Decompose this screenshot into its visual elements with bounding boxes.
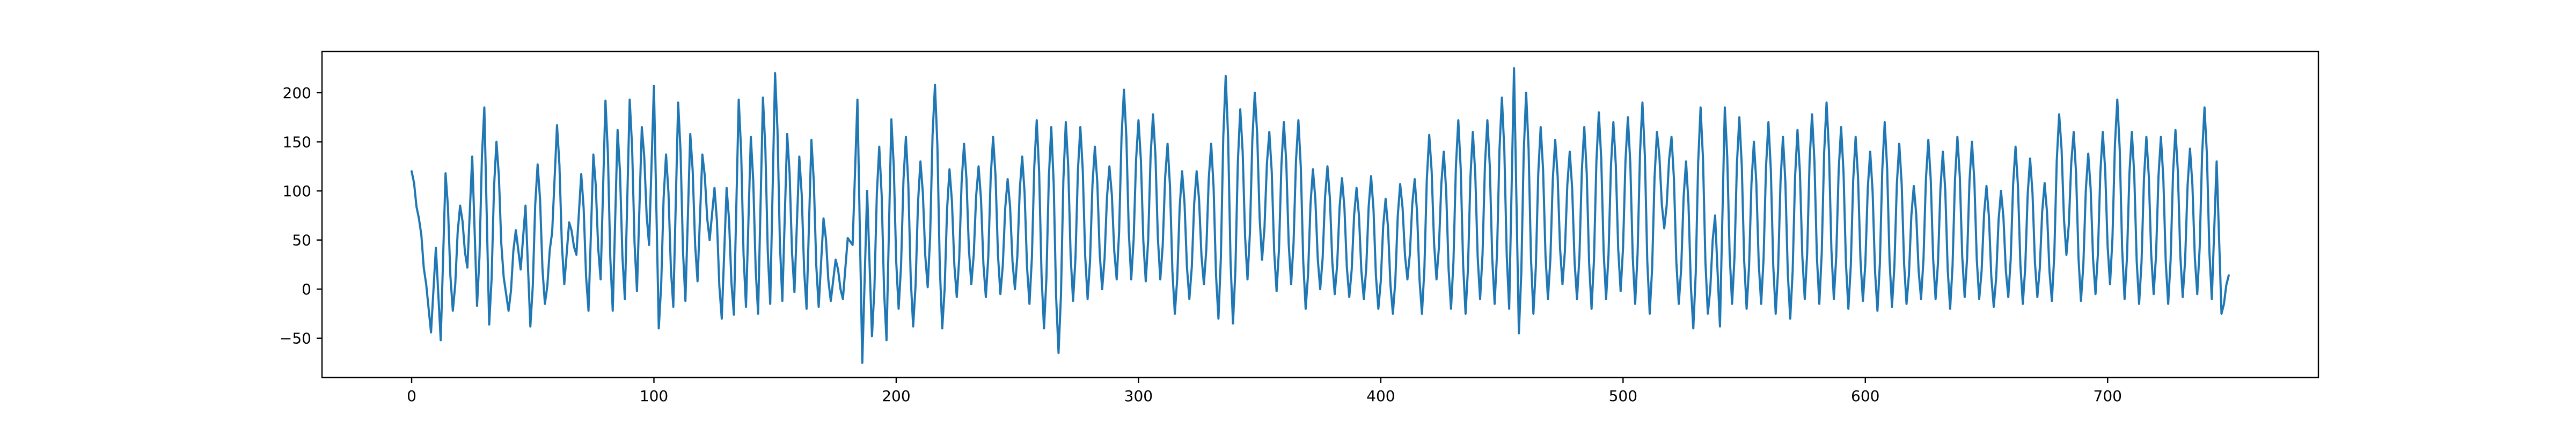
x-tick-label: 500	[1609, 387, 1637, 405]
x-tick-label: 600	[1851, 387, 1879, 405]
x-tick-label: 100	[640, 387, 668, 405]
series-line-0	[411, 67, 2230, 364]
series-layer	[411, 67, 2230, 364]
y-tick-label: 0	[302, 280, 311, 298]
x-axis-ticks: 0 100 200 300 400 500 600 700	[407, 378, 2122, 405]
x-tick-label: 300	[1124, 387, 1153, 405]
x-tick-label: 700	[2094, 387, 2122, 405]
x-tick-label: 0	[407, 387, 416, 405]
y-tick-label: −50	[280, 330, 311, 347]
y-axis-ticks: −50 0 50 100 150 200	[280, 84, 322, 347]
x-tick-label: 400	[1366, 387, 1395, 405]
x-tick-label: 200	[882, 387, 910, 405]
y-tick-label: 50	[292, 232, 311, 249]
y-tick-label: 150	[283, 133, 311, 151]
y-tick-label: 100	[283, 182, 311, 200]
plot-frame	[321, 50, 2319, 379]
y-tick-label: 200	[283, 84, 311, 102]
